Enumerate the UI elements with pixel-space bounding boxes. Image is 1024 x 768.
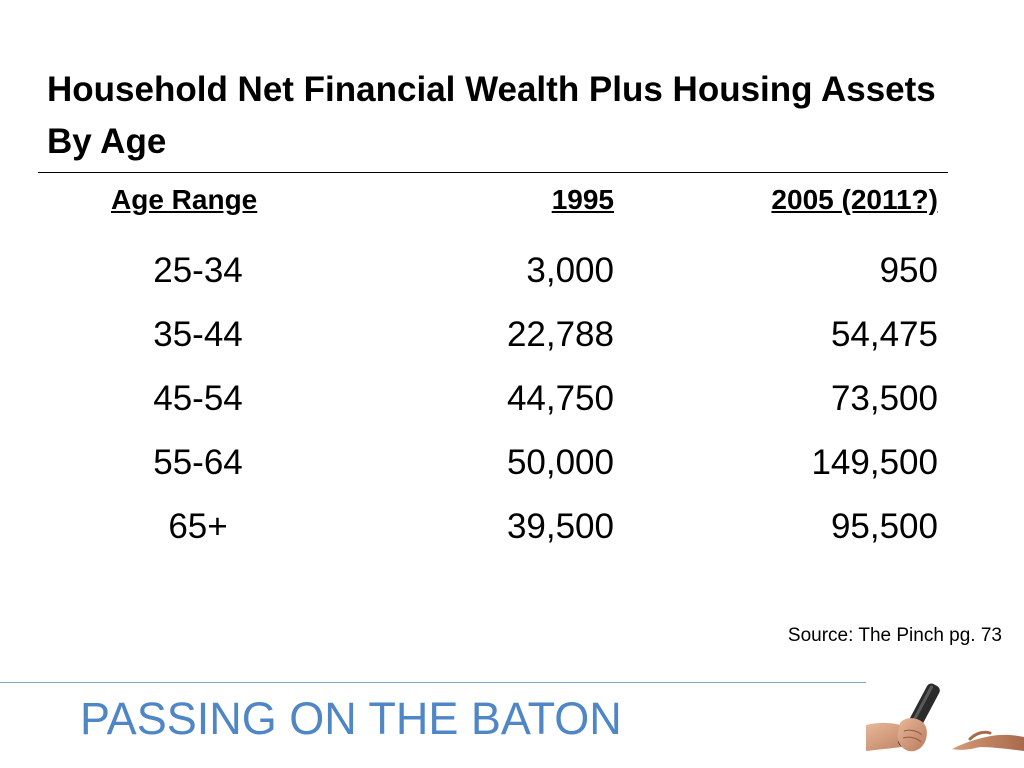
value-1995-cell: 39,500 [506,507,614,546]
age-range-cell: 65+ [168,507,228,546]
value-1995-cell: 50,000 [506,443,614,482]
slide-title: Household Net Financial Wealth Plus Hous… [47,70,936,161]
title-divider [38,172,948,173]
value-1995-cell: 22,788 [506,315,614,354]
value-2005-cell: 950 [879,251,938,290]
table-row: 65+ 39,500 95,500 [38,507,948,571]
age-range-cell: 45-54 [153,379,243,418]
header-1995: 1995 [551,184,614,215]
source-citation: Source: The Pinch pg. 73 [787,625,1002,646]
value-2005-cell: 73,500 [830,379,938,418]
age-range-cell: 55-64 [153,443,243,482]
value-2005-cell: 95,500 [830,507,938,546]
table-row: 25-34 3,000 950 [38,251,948,315]
age-range-cell: 35-44 [153,315,243,354]
table-row: 45-54 44,750 73,500 [38,379,948,443]
baton-handoff-icon [866,683,1024,752]
table-row: 35-44 22,788 54,475 [38,315,948,379]
value-1995-cell: 44,750 [506,379,614,418]
footer-divider [0,682,866,683]
header-age-range: Age Range [111,184,258,215]
value-1995-cell: 3,000 [526,251,614,290]
age-range-cell: 25-34 [153,251,243,290]
value-2005-cell: 149,500 [811,443,938,482]
value-2005-cell: 54,475 [830,315,938,354]
header-2005: 2005 (2011?) [771,184,938,215]
baton-handoff-photo [866,667,1024,768]
footer-title: PASSING ON THE BATON [80,693,622,744]
table-row: 55-64 50,000 149,500 [38,443,948,507]
